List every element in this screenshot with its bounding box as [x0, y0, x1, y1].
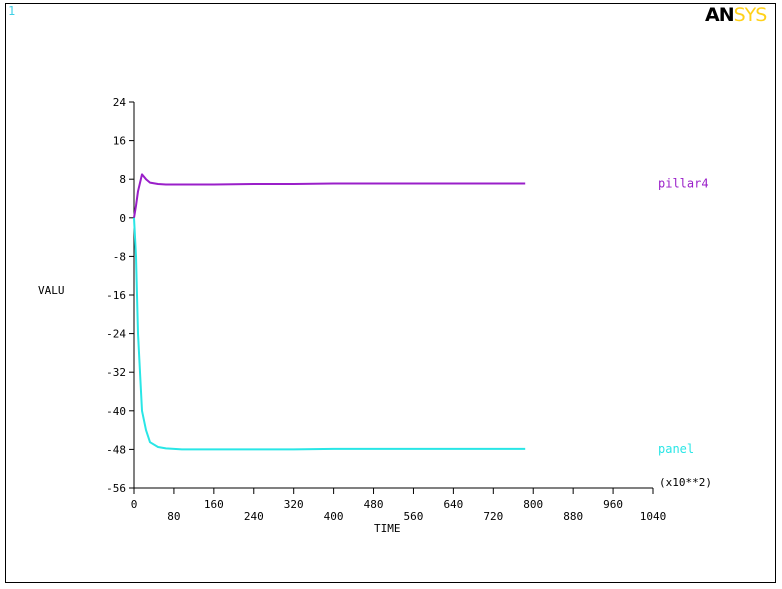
y-axis-label: VALU	[38, 284, 65, 297]
y-ticks-group: 24 16 8 0 -8 -16 -24 -32 -40 -48 -56	[106, 96, 134, 495]
y-tick-label: -8	[113, 250, 126, 263]
x-tick-label: 400	[324, 510, 344, 523]
series-label-pillar4: pillar4	[658, 177, 709, 191]
y-tick-label: -32	[106, 366, 126, 379]
x-tick-label: 240	[244, 510, 264, 523]
y-tick-label: -40	[106, 405, 126, 418]
x-tick-label: 1040	[640, 510, 667, 523]
x-tick-label: 160	[204, 498, 224, 511]
x-tick-label: 720	[483, 510, 503, 523]
series-line-pillar4	[133, 173, 526, 218]
x-tick-label: 560	[404, 510, 424, 523]
x-axis-multiplier-label: (x10**2)	[659, 476, 712, 489]
x-tick-label: 800	[523, 498, 543, 511]
logo-part-sys: SYS	[733, 4, 768, 26]
y-tick-label: -24	[106, 328, 126, 341]
ansys-logo: ANSYS	[705, 4, 768, 26]
y-tick-label: 0	[119, 212, 126, 225]
y-tick-label: -48	[106, 443, 126, 456]
series-group: pillar4 panel	[133, 173, 709, 456]
x-tick-label: 960	[603, 498, 623, 511]
logo-part-an: AN	[705, 4, 735, 26]
y-tick-label: -16	[106, 289, 126, 302]
x-tick-label: 0	[131, 498, 138, 511]
x-tick-label: 640	[443, 498, 463, 511]
series-line-panel	[133, 217, 526, 451]
series-label-panel: panel	[658, 442, 694, 456]
y-tick-label: 8	[119, 173, 126, 186]
x-ticks-group: 0 80 160 240 320 400 480 560 640 720 800 880 960 1040	[131, 488, 667, 523]
window-number: 1	[8, 4, 16, 18]
y-tick-label: -56	[106, 482, 126, 495]
x-axis-label: TIME	[374, 522, 401, 535]
x-tick-label: 320	[284, 498, 304, 511]
axes-group	[133, 102, 653, 489]
y-tick-label: 24	[113, 96, 127, 109]
y-tick-label: 16	[113, 135, 126, 148]
x-tick-label: 880	[563, 510, 583, 523]
x-tick-label: 80	[167, 510, 180, 523]
x-tick-label: 480	[364, 498, 384, 511]
